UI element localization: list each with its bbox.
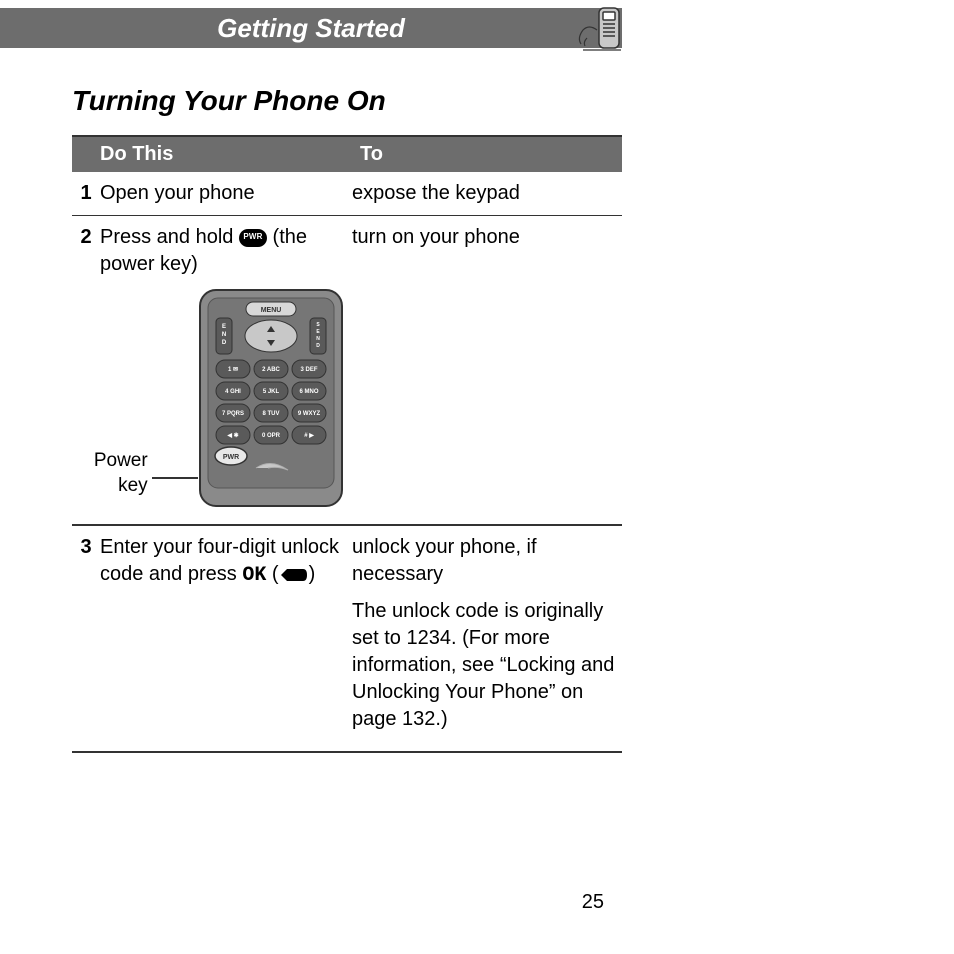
table-header-row: Do This To [72, 135, 622, 172]
section-heading: Turning Your Phone On [72, 85, 386, 117]
table-row: 3 Enter your four-digit unlock code and … [72, 526, 622, 753]
svg-text:D: D [222, 340, 227, 346]
instruction-table: Do This To 1 Open your phone expose the … [72, 135, 622, 753]
header-banner: Getting Started [0, 8, 622, 48]
keypad-diagram: Power key MENU [84, 288, 344, 516]
svg-text:8 TUV: 8 TUV [262, 411, 279, 417]
to-text-2: The unlock code is originally set to 123… [352, 598, 622, 733]
table-row: 1 Open your phone expose the keypad [72, 172, 622, 216]
softkey-icon [279, 567, 309, 583]
svg-text:PWR: PWR [223, 454, 239, 461]
to-cell: unlock your phone, if necessary The unlo… [352, 534, 622, 743]
to-cell: turn on your phone [352, 224, 622, 251]
pointer-line [152, 477, 198, 479]
svg-text:4 GHI: 4 GHI [225, 389, 241, 395]
svg-text:3 DEF: 3 DEF [300, 367, 317, 373]
svg-text:D: D [316, 343, 320, 349]
step-number: 3 [72, 534, 100, 559]
svg-text:5 JKL: 5 JKL [263, 389, 280, 395]
paren-close: ) [309, 563, 316, 585]
svg-text:N: N [316, 336, 320, 342]
svg-text:E: E [222, 324, 226, 330]
header-title: Getting Started [217, 13, 405, 44]
svg-text:2 ABC: 2 ABC [262, 367, 280, 373]
do-cell: Enter your four-digit unlock code and pr… [100, 534, 352, 589]
svg-text:7 PQRS: 7 PQRS [222, 411, 244, 417]
phone-icon [573, 2, 629, 63]
do-text-pre: Press and hold [100, 226, 239, 248]
svg-text:6 MNO: 6 MNO [299, 389, 318, 395]
svg-text:N: N [222, 332, 226, 338]
svg-text:◀ ✱: ◀ ✱ [226, 432, 238, 439]
do-cell: Press and hold PWR (the power key) Power… [100, 224, 352, 516]
svg-text:0 OPR: 0 OPR [262, 433, 281, 439]
step-number: 2 [72, 224, 100, 249]
to-cell: expose the keypad [352, 180, 622, 207]
table-row: 2 Press and hold PWR (the power key) Pow… [72, 216, 622, 526]
svg-text:9 WXYZ: 9 WXYZ [298, 411, 321, 417]
ok-softkey-label: OK [242, 564, 266, 587]
menu-key-label: MENU [261, 307, 282, 314]
column-header-do: Do This [72, 137, 352, 172]
to-text-1: unlock your phone, if necessary [352, 534, 622, 588]
pwr-key-icon: PWR [239, 229, 267, 247]
power-key-label: Power key [84, 449, 152, 498]
svg-text:# ▶: # ▶ [304, 432, 314, 439]
phone-keypad-illustration: MENU E N D S E [198, 288, 344, 516]
do-cell: Open your phone [100, 180, 352, 207]
svg-text:1 ✉: 1 ✉ [228, 367, 238, 373]
page-number: 25 [582, 891, 604, 914]
paren-open: ( [266, 563, 278, 585]
step-number: 1 [72, 180, 100, 205]
column-header-to: To [352, 137, 622, 172]
